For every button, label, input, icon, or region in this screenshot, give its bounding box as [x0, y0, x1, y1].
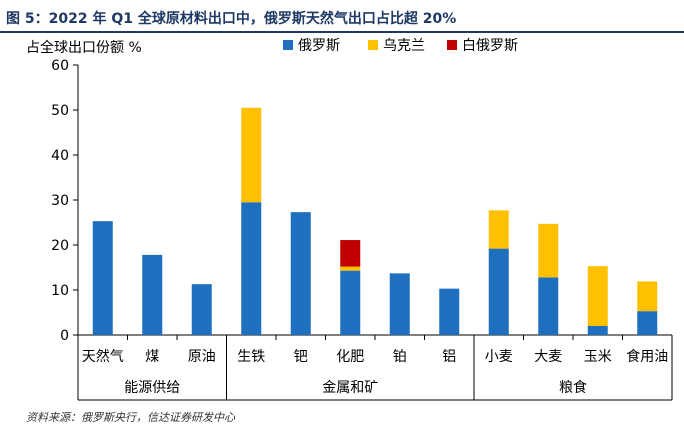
- x-tick-label: 化肥: [336, 349, 364, 365]
- bar-segment: [241, 107, 262, 203]
- y-axis-label: 占全球出口份额 %: [26, 39, 142, 56]
- bar-segment: [587, 326, 608, 335]
- bar-segment: [142, 254, 163, 335]
- bar-segment: [290, 212, 311, 335]
- x-tick-label: 铂: [393, 349, 407, 365]
- x-tick-label: 食用油: [626, 348, 668, 365]
- x-tick-label: 生铁: [237, 349, 265, 365]
- y-tick-label: 30: [51, 193, 69, 209]
- bar-segment: [637, 281, 658, 312]
- x-tick-label: 玉米: [584, 349, 612, 365]
- tick-labels: 0 10 20 30 40 50 60 天然气 煤 原油 生铁 钯 化肥 铂 铝 小麦 大麦 玉米 食用油: [51, 58, 668, 365]
- y-tick-label: 50: [51, 103, 69, 119]
- bar-segment: [538, 277, 559, 335]
- category-group-label: 粮食: [559, 379, 587, 396]
- bar-segment: [488, 248, 509, 335]
- legend-label: 俄罗斯: [298, 38, 340, 54]
- bar-segment: [340, 270, 361, 335]
- category-group-label: 金属和矿: [322, 380, 378, 396]
- bar-segment: [389, 273, 410, 335]
- x-tick-label: 铝: [442, 349, 456, 365]
- bar-segment: [488, 210, 509, 249]
- axes: [73, 64, 673, 401]
- x-tick-label: 原油: [188, 349, 216, 365]
- bar-segment: [92, 221, 113, 335]
- bar-segment: [340, 240, 361, 267]
- bar-segment: [637, 311, 658, 335]
- bars: [92, 107, 658, 335]
- legend: 俄罗斯 乌克兰 白俄罗斯: [283, 38, 518, 54]
- bar-segment: [191, 284, 212, 335]
- bar-segment: [587, 266, 608, 326]
- title-rule: [0, 31, 684, 33]
- y-tick-label: 10: [51, 283, 69, 299]
- legend-label: 乌克兰: [383, 38, 425, 54]
- legend-swatch: [283, 40, 293, 50]
- x-tick-label: 小麦: [485, 349, 513, 365]
- y-tick-label: 20: [51, 238, 69, 254]
- x-tick-label: 钯: [294, 349, 308, 365]
- category-group-label: 能源供给: [124, 380, 180, 396]
- source-note: 资料来源：俄罗斯央行，信达证券研发中心: [26, 411, 235, 424]
- x-tick-label: 大麦: [534, 349, 562, 365]
- bar-segment: [340, 266, 361, 271]
- legend-swatch: [368, 40, 378, 50]
- legend-swatch: [447, 40, 457, 50]
- bar-segment: [538, 223, 559, 278]
- y-tick-label: 60: [51, 58, 69, 74]
- legend-label: 白俄罗斯: [462, 38, 518, 54]
- x-tick-label: 天然气: [82, 348, 124, 365]
- category-groups: 能源供给 金属和矿 粮食: [124, 379, 587, 396]
- figure-title: 图 5：2022 年 Q1 全球原材料出口中，俄罗斯天然气出口占比超 20%: [6, 11, 457, 27]
- y-tick-label: 40: [51, 148, 69, 164]
- y-tick-label: 0: [60, 328, 69, 344]
- x-tick-label: 煤: [145, 349, 159, 365]
- bar-segment: [241, 202, 262, 335]
- bar-segment: [439, 288, 460, 335]
